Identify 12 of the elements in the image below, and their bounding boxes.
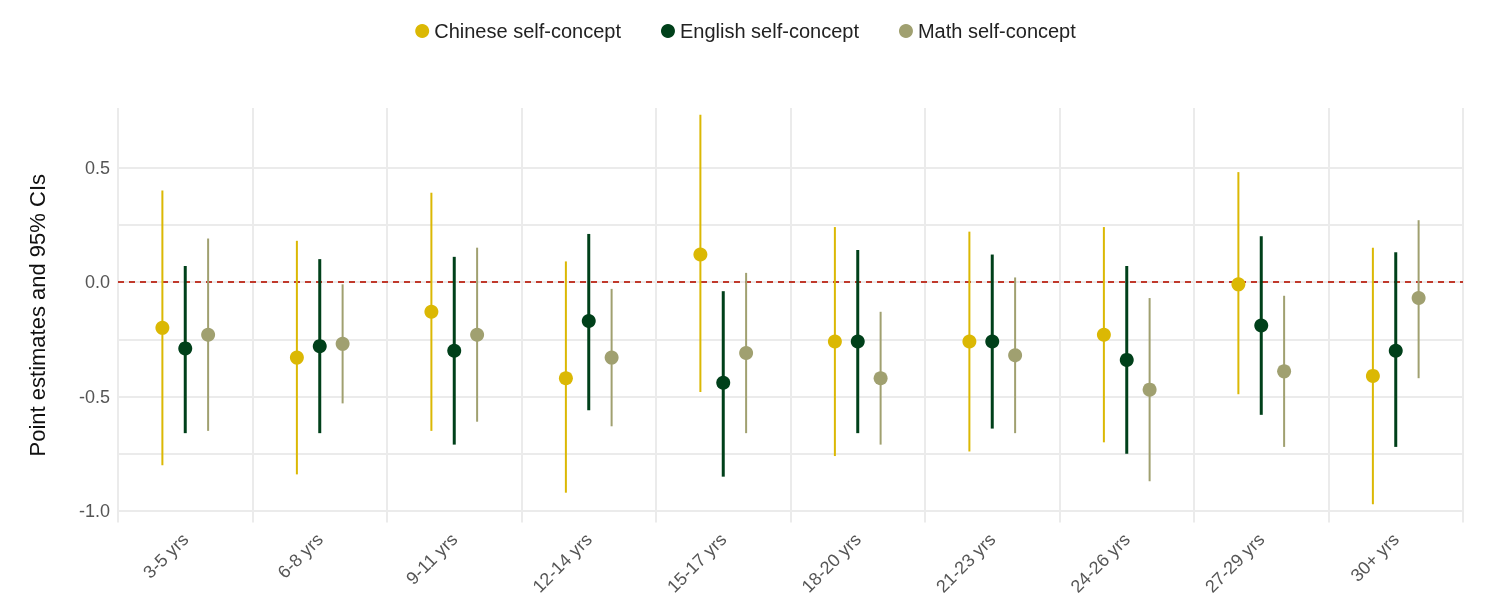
y-tick-label: 0.5	[84, 157, 110, 178]
y-axis-title: Point estimates and 95% CIs	[24, 173, 50, 457]
y-tick-label: -1.0	[78, 501, 110, 522]
x-tick-label: 30+ yrs	[1346, 529, 1403, 586]
y-tick-label: -0.5	[78, 386, 110, 407]
x-tick-label: 3-5 yrs	[139, 529, 193, 583]
legend-label: Chinese self-concept	[434, 20, 622, 42]
legend-label: English self-concept	[679, 20, 860, 42]
y-tick-label: 0.0	[84, 272, 110, 293]
legend-label: Math self-concept	[917, 20, 1077, 42]
x-tick-label: 9-11 yrs	[402, 529, 462, 589]
x-tick-label: 6-8 yrs	[273, 529, 327, 583]
